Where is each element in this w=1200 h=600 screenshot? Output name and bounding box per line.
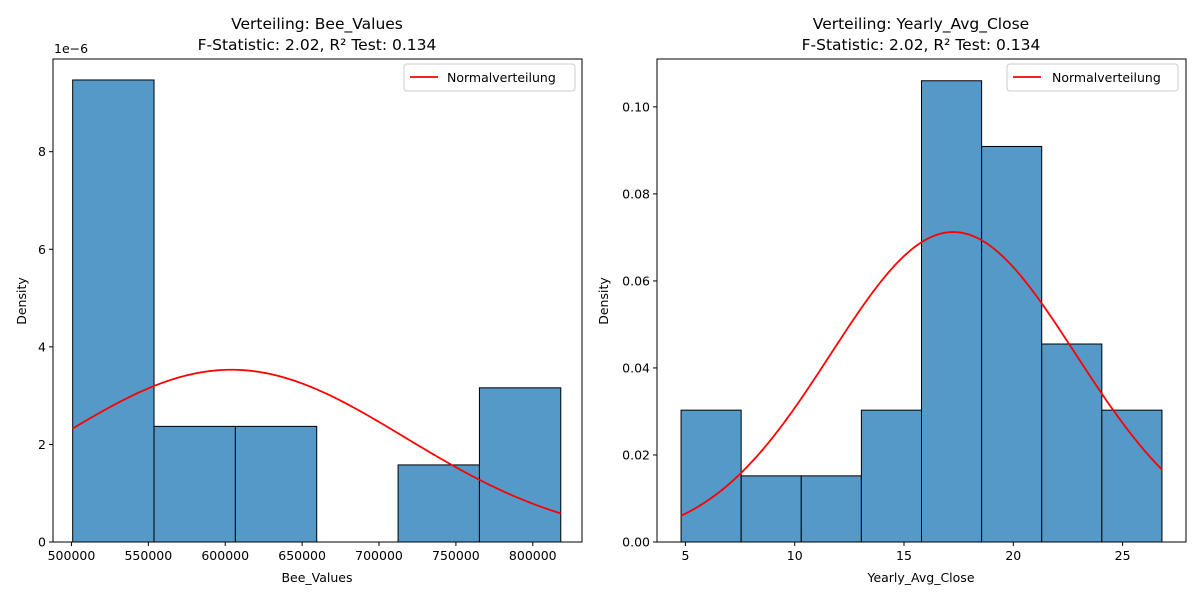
x-tick-label: 600000 <box>201 548 249 563</box>
x-tick-label: 25 <box>1115 548 1131 563</box>
histogram-bar <box>680 409 742 543</box>
y-axis-label: Density <box>14 277 29 325</box>
legend-entry-normal: Normalverteilung <box>1052 70 1161 85</box>
x-axis-ticks: 5 10 15 20 25 <box>681 542 1131 563</box>
histogram-bar <box>72 79 155 543</box>
x-axis-ticks: 500000 550000 600000 650000 700000 750000 8000… <box>48 542 557 563</box>
x-tick-label: 550000 <box>124 548 172 563</box>
y-axis-multiplier: 1e−6 <box>54 41 88 56</box>
legend-entry-normal: Normalverteilung <box>447 70 556 85</box>
chart-subtitle: F-Statistic: 2.02, R² Test: 0.134 <box>802 36 1041 54</box>
x-tick-label: 15 <box>896 548 912 563</box>
x-axis-label: Yearly_Avg_Close <box>866 570 974 585</box>
legend-frame <box>1006 63 1179 92</box>
chart-subtitle: F-Statistic: 2.02, R² Test: 0.134 <box>198 36 437 54</box>
y-tick-label: 8 <box>38 144 46 159</box>
y-tick-label: 4 <box>38 339 46 354</box>
legend-frame <box>403 63 576 92</box>
y-tick-label: 0.06 <box>622 273 650 288</box>
normal-distribution-curve <box>680 231 1163 517</box>
y-tick-label: 2 <box>38 437 46 452</box>
x-tick-label: 700000 <box>355 548 403 563</box>
chart-title: Verteiling: Yearly_Avg_Close <box>813 15 1029 34</box>
x-tick-label: 500000 <box>48 548 96 563</box>
normal-distribution-curve <box>72 368 562 515</box>
histogram-bar <box>153 425 236 543</box>
chart-title: Verteiling: Bee_Values <box>231 15 403 34</box>
histogram-bar <box>981 145 1043 543</box>
histogram-bar <box>740 475 802 543</box>
histogram-bars <box>72 79 562 543</box>
legend: Normalverteilung <box>1006 63 1179 92</box>
chart-yearly-avg-close: Verteiling: Yearly_Avg_Close F-Statistic… <box>596 15 1187 585</box>
y-tick-label: 6 <box>38 242 46 257</box>
y-tick-label: 0.02 <box>622 447 650 462</box>
histogram-bar <box>800 475 862 543</box>
histogram-bar <box>921 80 983 543</box>
x-tick-label: 650000 <box>278 548 326 563</box>
x-tick-label: 20 <box>1005 548 1021 563</box>
y-tick-label: 0.08 <box>622 186 650 201</box>
histogram-bar <box>1041 343 1103 543</box>
histogram-bar <box>860 409 923 543</box>
plot-frame <box>52 58 583 543</box>
y-tick-label: 0.04 <box>622 360 650 375</box>
y-tick-label: 0.10 <box>622 99 650 114</box>
y-axis-ticks: 0.00 0.02 0.04 0.06 0.08 0.10 <box>622 99 657 550</box>
histogram-bar <box>478 387 562 543</box>
histogram-bars <box>680 80 1163 543</box>
y-tick-label: 0 <box>38 535 46 550</box>
x-tick-label: 750000 <box>432 548 480 563</box>
chart-bee-values: Verteiling: Bee_Values F-Statistic: 2.02… <box>14 15 583 585</box>
x-axis-label: Bee_Values <box>281 570 352 585</box>
histogram-bar <box>234 425 318 543</box>
x-tick-label: 5 <box>681 548 689 563</box>
y-axis-ticks: 0 2 4 6 8 <box>38 144 53 550</box>
histogram-bar <box>1101 409 1163 543</box>
y-tick-label: 0.00 <box>622 535 650 550</box>
plot-frame <box>656 58 1187 543</box>
histogram-bar <box>397 464 480 543</box>
x-tick-label: 800000 <box>509 548 557 563</box>
x-tick-label: 10 <box>787 548 803 563</box>
legend: Normalverteilung <box>403 63 576 92</box>
y-axis-label: Density <box>596 277 611 325</box>
